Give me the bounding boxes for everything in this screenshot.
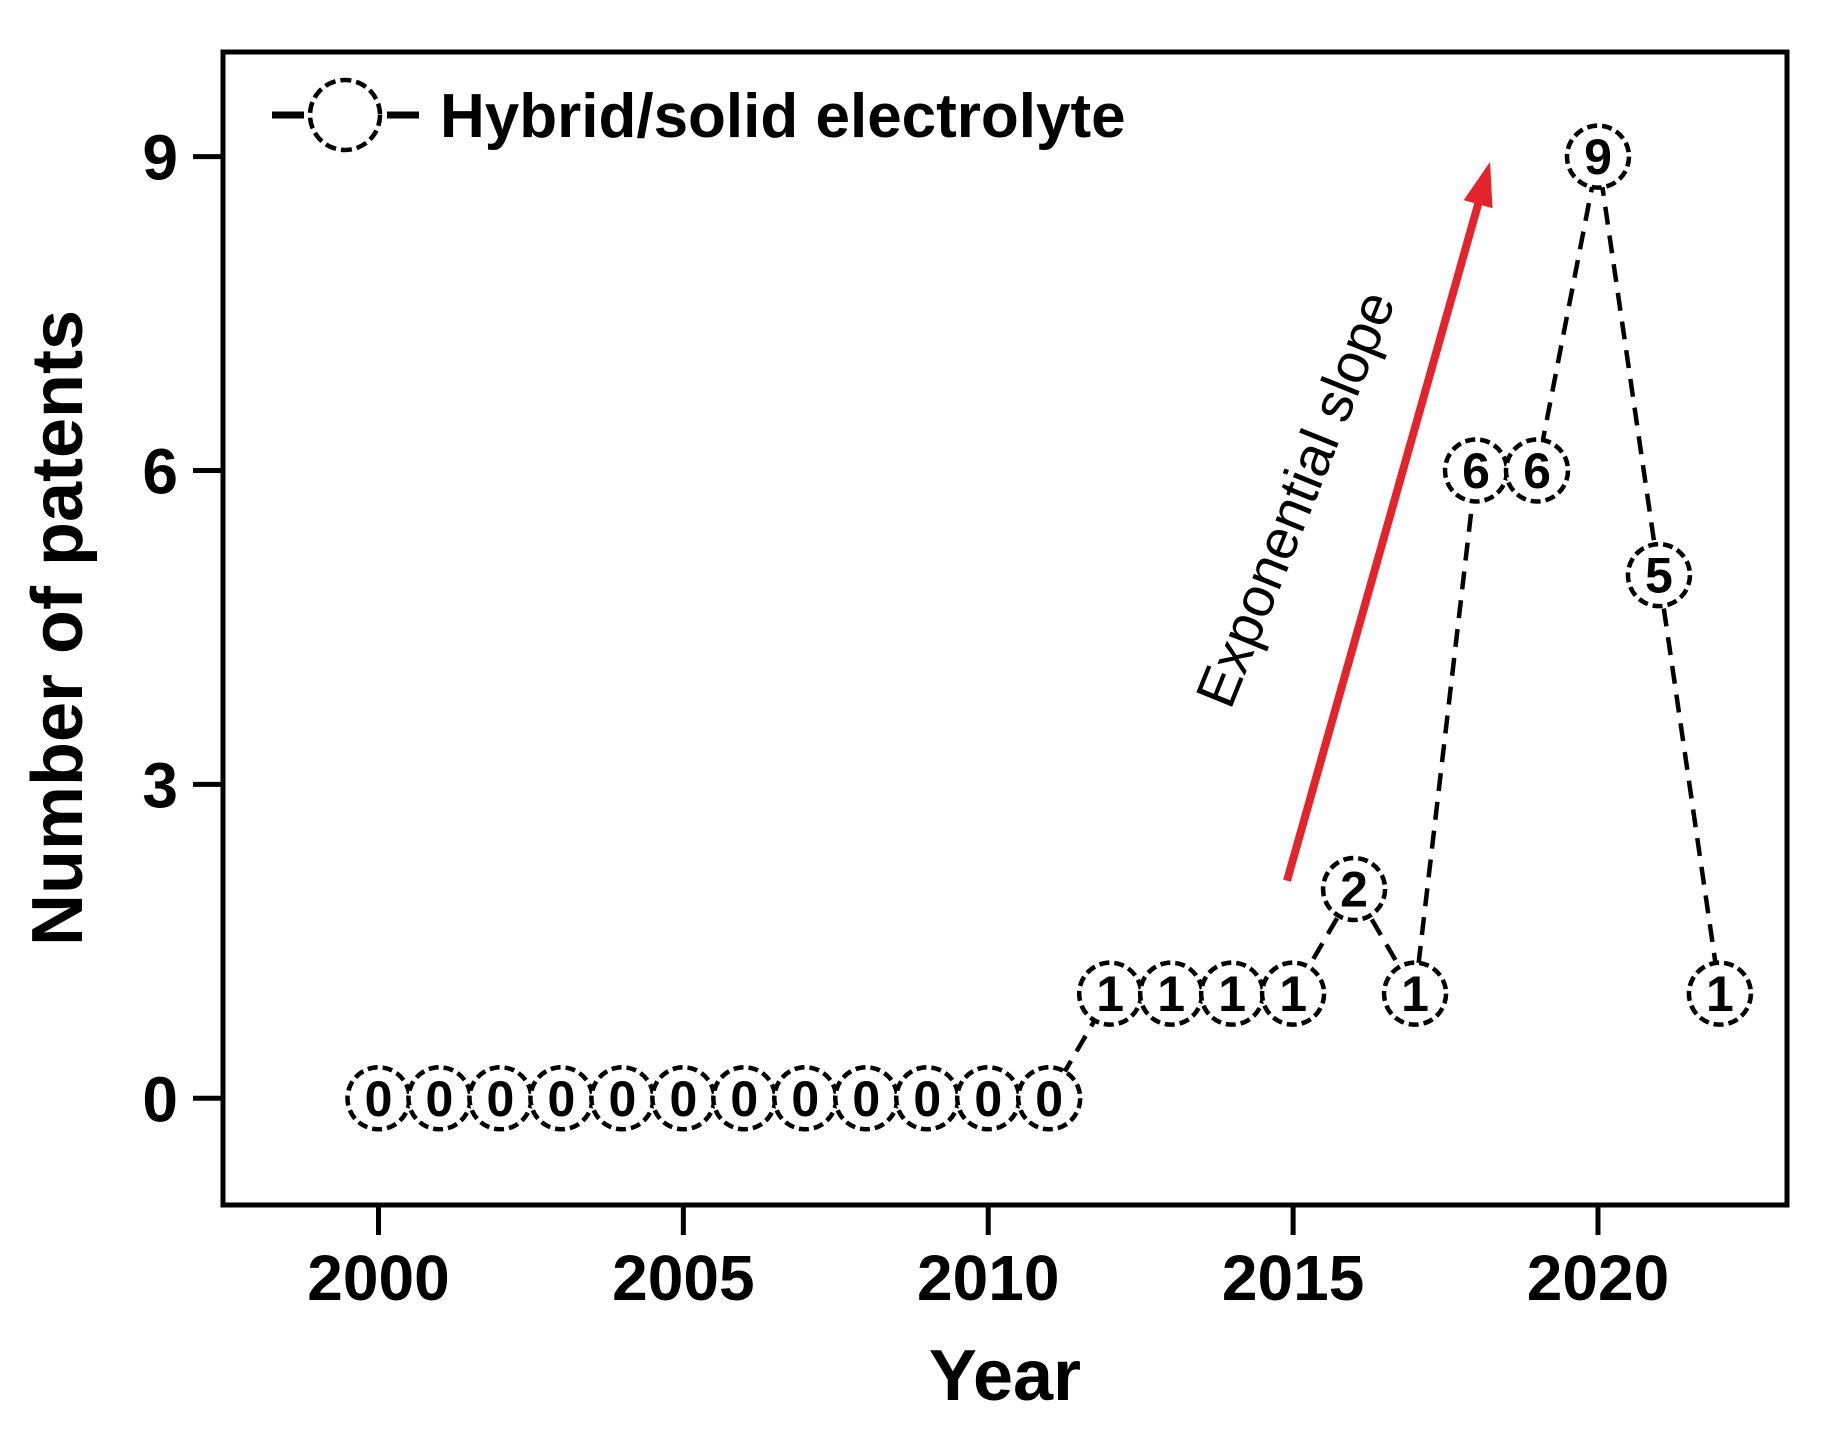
data-point-marker — [1076, 960, 1144, 1027]
legend-label: Hybrid/solid electrolyte — [440, 82, 1126, 151]
data-point-marker — [1259, 960, 1327, 1027]
data-point-value: 2 — [1340, 862, 1368, 918]
data-point-value: 1 — [1218, 966, 1246, 1022]
y-tick-label: 9 — [142, 122, 178, 194]
data-point-value: 0 — [365, 1071, 393, 1127]
data-point-value: 0 — [913, 1071, 941, 1127]
data-point-value: 0 — [426, 1071, 454, 1127]
data-point-marker — [1198, 960, 1266, 1027]
y-axis-title: Number of patents — [18, 310, 98, 946]
data-point-value: 1 — [1096, 966, 1124, 1022]
x-tick-label: 2015 — [1222, 1242, 1364, 1314]
x-tick-label: 2020 — [1527, 1242, 1669, 1314]
data-point-value: 0 — [791, 1071, 819, 1127]
data-point-value: 5 — [1645, 548, 1673, 604]
data-point-marker — [1686, 960, 1754, 1027]
data-point-marker — [1381, 960, 1449, 1027]
data-point-value: 0 — [548, 1071, 576, 1127]
data-point-value: 0 — [730, 1071, 758, 1127]
data-point-value: 0 — [852, 1071, 880, 1127]
x-axis-title: Year — [929, 1336, 1081, 1416]
exponential-slope-arrow — [1283, 181, 1488, 882]
data-point-value: 9 — [1584, 129, 1612, 185]
x-tick-label: 2000 — [307, 1242, 449, 1314]
x-tick-label: 2005 — [612, 1242, 754, 1314]
y-tick-label: 0 — [142, 1063, 178, 1135]
data-point-value: 1 — [1706, 966, 1734, 1022]
legend: Hybrid/solid electrolyte — [272, 77, 1126, 153]
data-point-value: 0 — [974, 1071, 1002, 1127]
data-point-marker — [1564, 123, 1632, 190]
data-point-value: 0 — [608, 1071, 636, 1127]
data-point-value: 0 — [669, 1071, 697, 1127]
data-point-marker — [1320, 855, 1388, 923]
data-point-marker — [1015, 1065, 1083, 1132]
data-point-marker — [1625, 541, 1693, 609]
y-tick-label: 6 — [142, 436, 178, 508]
y-tick-label: 3 — [142, 749, 178, 821]
legend-open-circle-icon — [307, 77, 383, 153]
data-point-value: 1 — [1279, 966, 1307, 1022]
data-point-marker — [1137, 960, 1205, 1027]
data-point-value: 1 — [1157, 966, 1185, 1022]
data-point-value: 6 — [1462, 443, 1490, 499]
chart-frame — [220, 49, 1790, 1208]
data-point-value: 0 — [487, 1071, 515, 1127]
data-point-value: 0 — [1035, 1071, 1063, 1127]
data-point-value: 6 — [1523, 443, 1551, 499]
x-tick-label: 2010 — [917, 1242, 1059, 1314]
data-point-marker — [1503, 437, 1571, 504]
data-point-value: 1 — [1401, 966, 1429, 1022]
arrowhead-icon — [1463, 161, 1493, 209]
